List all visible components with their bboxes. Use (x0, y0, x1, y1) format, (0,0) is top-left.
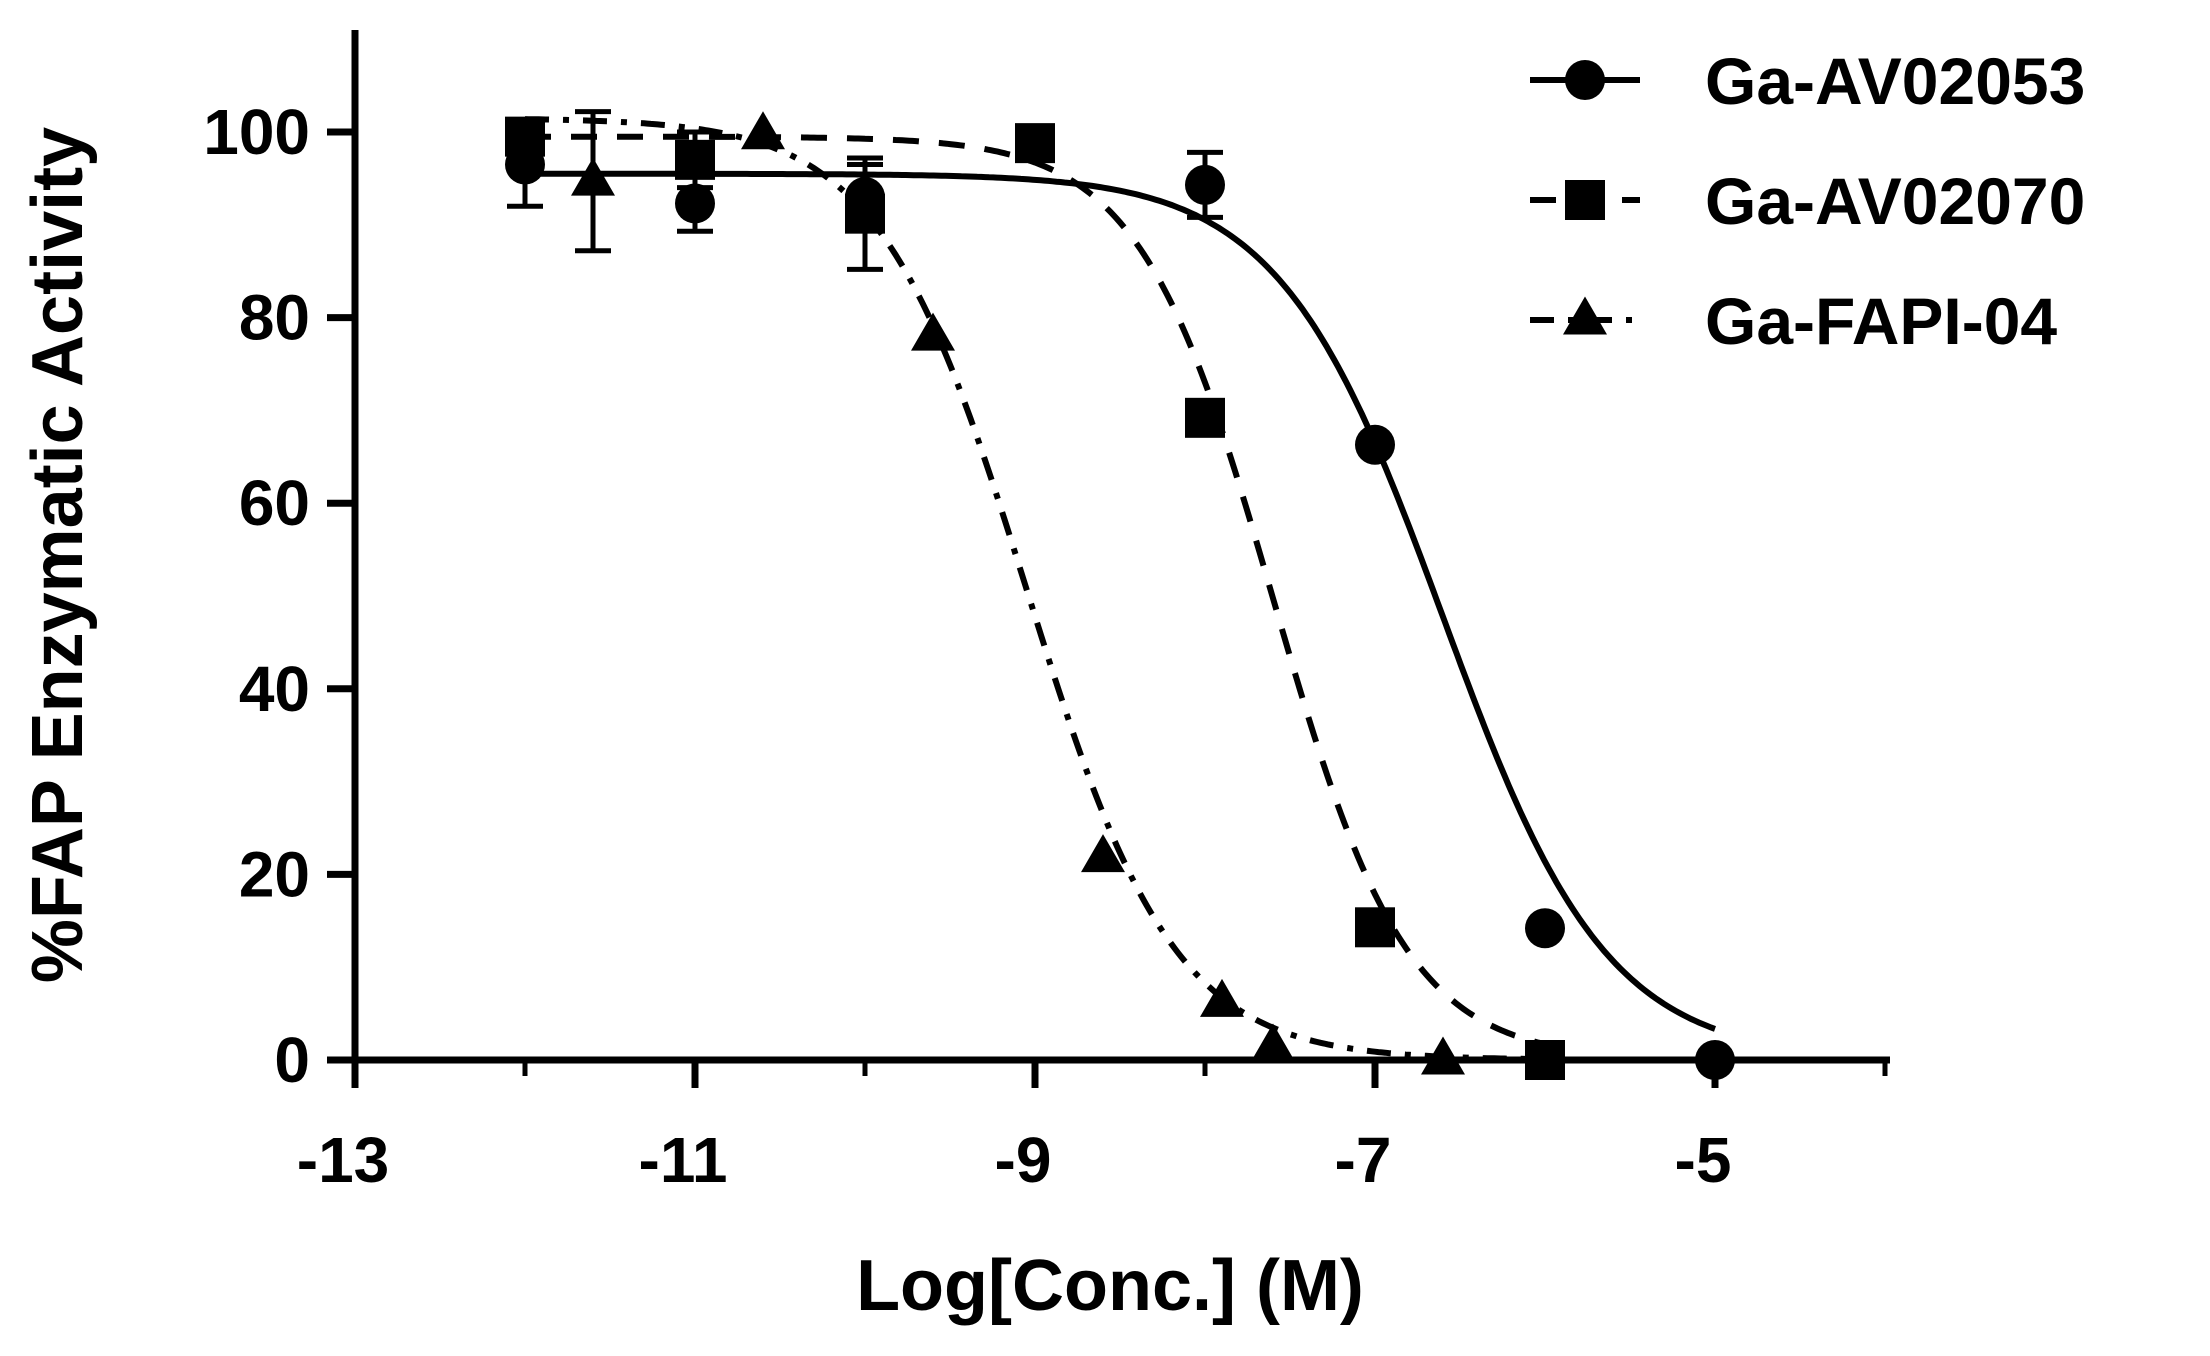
fit-curve-ga-fapi-04 (524, 116, 1546, 1063)
x-tick-label: -5 (1675, 1124, 1732, 1196)
data-point-triangle (911, 312, 955, 351)
data-point-square (845, 193, 885, 234)
y-tick-label: 100 (203, 96, 310, 168)
legend-marker-square (1565, 180, 1605, 220)
y-tick-label: 0 (274, 1024, 310, 1096)
data-point-circle (675, 183, 715, 224)
data-point-square (1355, 907, 1395, 948)
legend-marker-circle (1565, 60, 1605, 100)
y-tick-label: 20 (239, 838, 310, 910)
legend-label: Ga-AV02070 (1705, 164, 2085, 238)
data-point-circle (1185, 164, 1225, 205)
x-axis-title: Log[Conc.] (M) (856, 1246, 1364, 1326)
x-tick-label: -7 (1335, 1124, 1392, 1196)
legend-label: Ga-AV02053 (1705, 44, 2085, 118)
data-point-triangle (571, 157, 615, 196)
data-point-circle (1355, 424, 1395, 465)
x-tick-label: -9 (995, 1124, 1052, 1196)
axes: -13 -11 -9 -7 -5 0 20 40 60 80 100 (203, 30, 1890, 1196)
legend-label: Ga-FAPI-04 (1705, 284, 2057, 358)
data-point-circle (1525, 908, 1565, 949)
fit-curve-ga-av02053 (525, 170, 1716, 1032)
data-point-triangle (741, 111, 785, 150)
legend-marker-triangle (1563, 296, 1607, 335)
y-tick-label: 80 (239, 282, 310, 354)
y-tick-label: 40 (239, 653, 310, 725)
y-axis-title: %FAP Enzymatic Activity (18, 127, 98, 983)
data-point-square (1185, 397, 1225, 438)
x-tick-label: -13 (297, 1124, 390, 1196)
data-point-triangle (1421, 1036, 1465, 1075)
data-point-triangle (1081, 834, 1125, 873)
x-tick-label: -11 (639, 1124, 728, 1196)
y-tick-label: 60 (239, 467, 310, 539)
data-point-triangle (1251, 1023, 1295, 1062)
data-point-square (505, 116, 545, 157)
data-point-square (1525, 1040, 1565, 1080)
data-point-square (1015, 123, 1055, 164)
data-point-square (675, 139, 715, 180)
legend: Ga-AV02053 Ga-AV02070 Ga-FAPI-04 (1530, 44, 2085, 358)
data-point-circle (1695, 1040, 1735, 1080)
data-points (505, 109, 1735, 1080)
data-point-triangle (1200, 978, 1244, 1017)
